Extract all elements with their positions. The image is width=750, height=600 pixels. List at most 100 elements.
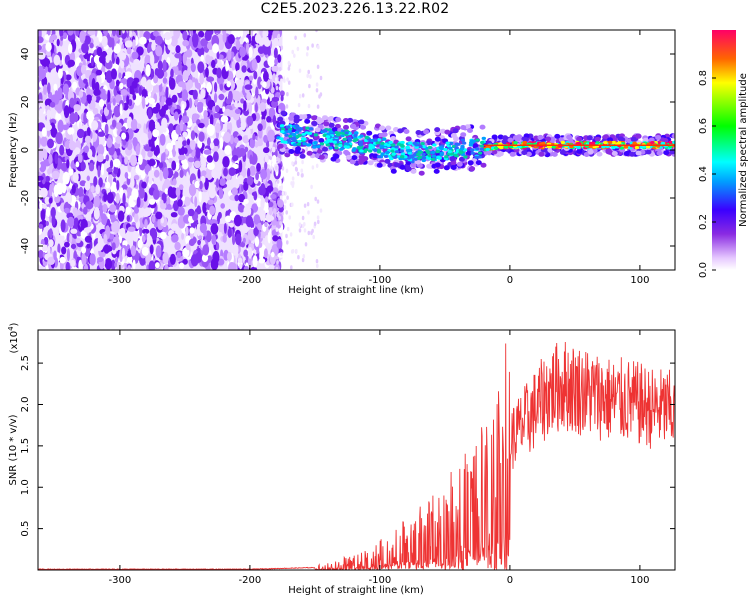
noise-speckle [91, 95, 97, 102]
noise-speckle [100, 213, 107, 221]
noise-speckle [249, 165, 256, 177]
noise-speckle [103, 191, 108, 203]
noise-speckle [277, 158, 281, 163]
noise-speckle [48, 153, 53, 165]
snr-x-tick-label: -200 [239, 575, 262, 586]
signal-haze [629, 151, 636, 157]
noise-speckle [300, 168, 304, 173]
noise-speckle [88, 162, 95, 172]
noise-speckle [286, 240, 289, 245]
noise-speckle [237, 257, 243, 264]
noise-speckle [86, 243, 91, 249]
noise-speckle [163, 178, 171, 190]
noise-speckle [234, 100, 238, 108]
noise-speckle [103, 233, 108, 244]
noise-speckle [93, 207, 100, 220]
noise-speckle [38, 162, 41, 169]
signal-core [459, 147, 465, 151]
noise-speckle [113, 165, 119, 175]
noise-speckle [60, 35, 64, 41]
noise-speckle [148, 198, 156, 205]
noise-speckle [244, 84, 253, 90]
noise-speckle [199, 72, 205, 85]
noise-speckle [87, 94, 92, 104]
noise-speckle [40, 209, 46, 221]
noise-speckle [307, 103, 311, 109]
noise-speckle [239, 263, 243, 270]
signal-haze [623, 151, 630, 157]
noise-speckle [280, 45, 284, 50]
noise-speckle [54, 153, 58, 165]
noise-speckle [141, 228, 150, 235]
noise-speckle [51, 215, 56, 226]
noise-speckle [254, 102, 258, 113]
noise-speckle [153, 149, 160, 156]
noise-speckle [222, 30, 227, 36]
noise-speckle [137, 239, 143, 249]
noise-speckle [296, 171, 300, 177]
signal-haze [423, 129, 430, 135]
noise-speckle [272, 235, 279, 242]
spectrogram-y-axis-label: Frequency (Hz) [8, 112, 19, 188]
noise-speckle [155, 245, 162, 258]
noise-speckle [251, 58, 258, 71]
signal-core [336, 133, 341, 137]
noise-speckle [267, 45, 271, 57]
noise-speckle [271, 99, 279, 108]
noise-speckle [194, 180, 200, 189]
noise-speckle [119, 227, 126, 237]
signal-core [623, 145, 628, 149]
signal-haze [469, 166, 476, 172]
signal-core [364, 148, 369, 152]
signal-core [426, 150, 431, 155]
signal-core [475, 138, 480, 142]
noise-speckle [287, 60, 291, 66]
noise-speckle [106, 192, 114, 204]
noise-speckle [159, 170, 163, 182]
signal-haze [277, 143, 284, 149]
noise-speckle [253, 214, 261, 225]
noise-speckle [253, 191, 258, 201]
signal-haze [456, 161, 463, 167]
noise-speckle [181, 89, 189, 102]
noise-speckle [213, 112, 221, 119]
noise-speckle [301, 257, 305, 263]
noise-speckle [317, 44, 320, 50]
noise-speckle [81, 246, 87, 254]
signal-core [522, 141, 527, 146]
noise-speckle [144, 207, 152, 217]
signal-haze [415, 130, 422, 135]
noise-speckle [134, 213, 139, 223]
signal-core [298, 127, 304, 131]
noise-speckle [241, 65, 247, 73]
snr-x-axis: -300 -200 -100 0 100 [109, 330, 649, 586]
noise-speckle [67, 61, 72, 68]
noise-speckle [78, 90, 84, 98]
noise-speckle [179, 119, 184, 132]
noise-speckle [64, 241, 70, 248]
noise-speckle [206, 82, 213, 93]
signal-core [611, 140, 616, 145]
noise-speckle [130, 154, 137, 167]
noise-speckle [254, 236, 260, 248]
noise-speckle [69, 97, 75, 109]
noise-speckle [235, 79, 244, 87]
noise-speckle [138, 86, 142, 96]
signal-core [603, 141, 608, 145]
noise-speckle [141, 235, 146, 243]
noise-speckle [93, 195, 100, 208]
noise-speckle [181, 115, 190, 124]
noise-speckle [144, 218, 148, 229]
noise-speckle [92, 107, 99, 115]
noise-speckle [111, 30, 117, 37]
noise-speckle [141, 96, 146, 109]
noise-speckle [199, 180, 203, 190]
signal-haze [397, 128, 404, 134]
noise-speckle [116, 180, 120, 191]
noise-speckle [152, 30, 159, 37]
noise-speckle [200, 54, 204, 62]
noise-speckle [285, 117, 289, 122]
noise-speckle [276, 260, 279, 265]
noise-speckle [91, 120, 99, 131]
signal-core [437, 156, 442, 160]
